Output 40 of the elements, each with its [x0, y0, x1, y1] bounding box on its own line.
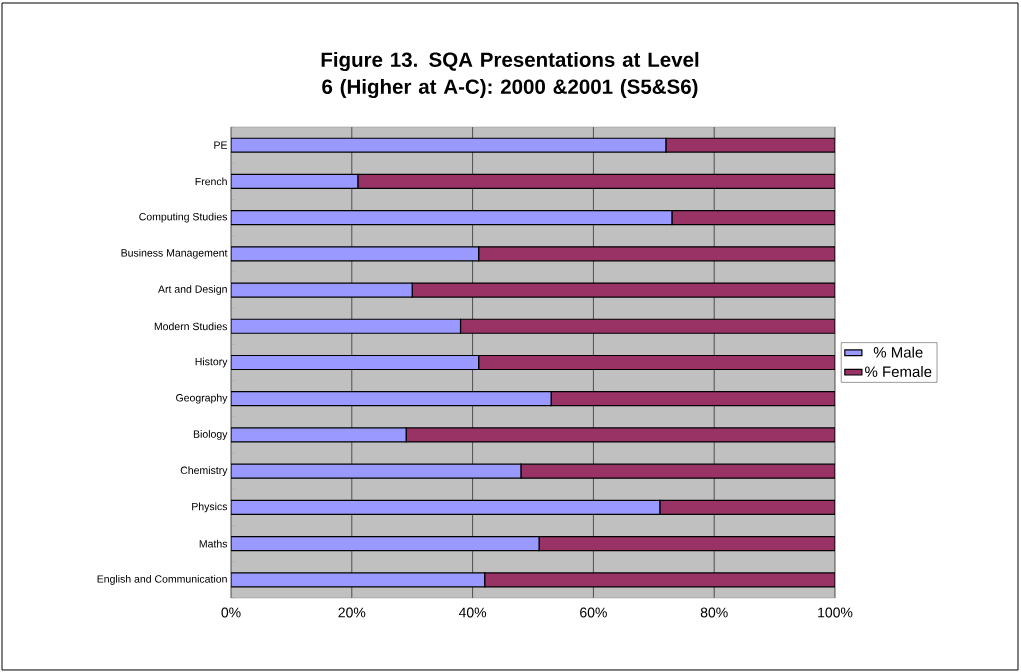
x-tick-label: 40%	[458, 607, 487, 618]
bar	[478, 354, 835, 371]
bar	[231, 246, 480, 262]
y-tick-label: Chemistry	[180, 466, 228, 477]
y-tick-label: Geography	[176, 393, 228, 404]
x-tick-label: 100%	[818, 607, 853, 618]
bar	[357, 173, 835, 189]
bar	[231, 391, 552, 407]
y-tick-label: Computing Studies	[139, 212, 228, 223]
bar	[520, 463, 835, 479]
bar	[459, 318, 835, 334]
y-tick-label: Modern Studies	[154, 322, 228, 331]
bar	[231, 173, 359, 189]
bar	[659, 499, 835, 516]
bar	[231, 209, 673, 226]
y-tick-label: Physics	[192, 502, 228, 513]
y-tick-label: History	[195, 357, 228, 368]
bar	[231, 354, 480, 371]
bar	[231, 536, 540, 552]
x-tick-label: 20%	[338, 607, 366, 618]
bar	[478, 246, 835, 262]
bar	[231, 318, 462, 334]
y-tick-label: Business Management	[121, 248, 228, 259]
y-tick-label: Art and Design	[158, 285, 227, 295]
bar	[231, 463, 522, 479]
y-tick-label: PE	[214, 141, 228, 149]
legend-label: % Male	[873, 346, 923, 358]
y-tick-label: Maths	[199, 539, 228, 548]
y-tick-label: Biology	[193, 430, 228, 440]
x-tick-label: 0%	[221, 607, 241, 618]
y-tick-label: French	[195, 177, 227, 186]
bar	[231, 499, 661, 516]
y-tick-label: English and Communication	[97, 574, 227, 585]
bar	[550, 391, 835, 407]
bar	[538, 536, 835, 552]
legend-label: % Female	[865, 366, 932, 378]
bar	[671, 209, 835, 226]
chart-title: Figure 13. SQA Presentations at Level 6 (Higher at A-C): 2000 &2001 (S5&S6)	[321, 51, 699, 99]
x-tick-label: 60%	[580, 607, 607, 618]
x-tick-label: 80%	[700, 607, 728, 618]
